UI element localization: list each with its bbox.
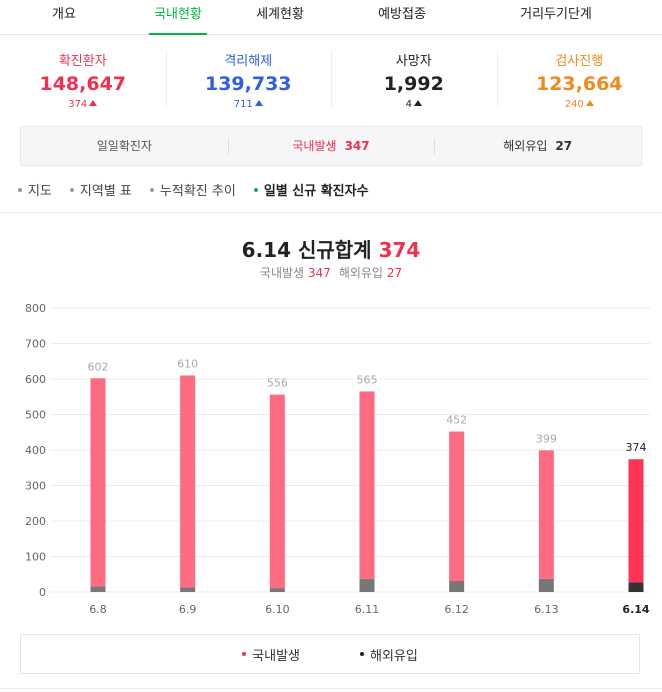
stat-value: 1,992	[383, 73, 444, 95]
bar-domestic	[359, 391, 375, 579]
daily-domestic-label: 국내발생	[292, 139, 337, 153]
bullet-icon	[149, 187, 154, 192]
bottom-divider	[0, 688, 662, 689]
bar-overseas	[180, 587, 196, 592]
bar-overseas	[628, 582, 644, 592]
daily-cases-bar-chart: 0 100 200 300 400 500 600 700 800 602 6.8 610 6.9 556…	[25, 302, 650, 616]
stat-value: 148,647	[39, 73, 127, 95]
chart-subtitle: 국내발생 347 해외유입 27	[259, 266, 403, 280]
subnav-map[interactable]: 지도	[18, 180, 52, 199]
y-tick-label: 800	[25, 302, 46, 315]
bar-overseas	[449, 580, 465, 592]
chart-legend: 국내발생 해외유입	[20, 634, 640, 674]
bar-total-label: 452	[446, 414, 467, 427]
y-tick-label: 200	[25, 515, 46, 528]
stat-change: 374	[0, 99, 166, 110]
y-tick-label: 500	[25, 409, 46, 422]
x-tick-label: 6.10	[265, 603, 290, 616]
tab-vaccination[interactable]: 예방접종	[378, 7, 426, 22]
bar-overseas	[269, 588, 285, 592]
legend-dot-icon	[242, 652, 247, 656]
x-tick-label: 6.12	[444, 603, 469, 616]
bar-domestic	[538, 450, 554, 579]
bullet-icon	[69, 187, 74, 192]
daily-domestic: 국내발생 347	[227, 127, 435, 165]
y-tick-label: 0	[39, 586, 46, 599]
x-tick-label: 6.14	[622, 603, 649, 616]
x-tick-label: 6.11	[355, 603, 380, 616]
y-tick-label: 300	[25, 480, 46, 493]
daily-overseas-label: 해외유입	[503, 139, 548, 153]
chart-title: 6.14 신규합계 374	[241, 238, 421, 262]
stat-change: 4	[331, 99, 497, 110]
stat-confirmed: 확진환자 148,647 374	[0, 44, 166, 118]
tab-world[interactable]: 세계현황	[256, 7, 304, 22]
daily-overseas-value: 27	[555, 139, 573, 153]
up-arrow-icon	[89, 100, 98, 106]
top-tabs: 개요 국내현황 세계현황 예방접종 거리두기단계	[0, 0, 662, 35]
daily-domestic-value: 347	[344, 139, 370, 153]
stat-change: 240	[497, 99, 662, 110]
up-arrow-icon	[413, 100, 422, 106]
tab-overview[interactable]: 개요	[52, 7, 76, 22]
stat-value: 123,664	[535, 73, 623, 95]
bar-overseas	[90, 586, 106, 592]
stat-label: 격리해제	[224, 54, 273, 69]
bar-overseas	[359, 578, 375, 592]
legend-overseas: 해외유입	[360, 645, 418, 664]
bullet-icon	[18, 187, 22, 192]
stat-label: 확진환자	[58, 54, 107, 69]
legend-dot-icon	[360, 652, 364, 656]
subnav-daily-new[interactable]: 일별 신규 확진자수	[253, 180, 369, 199]
bar-domestic	[628, 459, 644, 583]
y-tick-label: 400	[25, 444, 46, 457]
daily-confirmed-box: 일일확진자 국내발생 347 해외유입 27	[20, 126, 642, 166]
chart-subnav: 지도 지역별 표 누적확진 추이 일별 신규 확진자수	[18, 180, 387, 199]
bar-domestic	[180, 375, 196, 588]
tab-domestic[interactable]: 국내현황	[149, 0, 207, 35]
bar-domestic	[449, 431, 465, 581]
x-tick-label: 6.13	[534, 603, 559, 616]
x-tick-label: 6.8	[89, 603, 107, 616]
bar-overseas	[538, 578, 554, 592]
bar-total-label: 610	[177, 357, 198, 370]
daily-total-label: 일일확진자	[96, 139, 152, 153]
y-tick-label: 100	[25, 551, 46, 564]
y-tick-label: 700	[25, 338, 46, 351]
y-tick-label: 600	[25, 373, 46, 386]
bar-total-label: 399	[536, 432, 557, 445]
stat-label: 검사진행	[555, 54, 604, 69]
stat-testing: 검사진행 123,664 240	[496, 44, 662, 118]
x-tick-label: 6.9	[179, 603, 197, 616]
tab-distancing[interactable]: 거리두기단계	[520, 7, 592, 22]
bar-domestic	[269, 394, 285, 589]
stat-released: 격리해제 139,733 711	[165, 44, 332, 118]
subnav-region-table[interactable]: 지역별 표	[69, 180, 132, 199]
up-arrow-icon	[585, 100, 594, 106]
chart-total: 374	[378, 238, 421, 262]
bar-domestic	[90, 378, 106, 587]
bar-total-label: 565	[357, 373, 378, 386]
bar-total-label: 374	[626, 441, 647, 454]
stat-value: 139,733	[204, 73, 292, 95]
bullet-icon	[253, 187, 258, 192]
stat-deaths: 사망자 1,992 4	[331, 44, 497, 118]
stat-label: 사망자	[395, 54, 432, 69]
bar-total-label: 602	[88, 360, 109, 373]
section-divider	[0, 212, 662, 213]
bar-total-label: 556	[267, 377, 288, 390]
stat-change: 711	[166, 99, 332, 110]
stats-summary: 확진환자 148,647 374 격리해제 139,733 711 사망자 1,…	[0, 44, 662, 118]
subnav-cumulative[interactable]: 누적확진 추이	[149, 180, 236, 199]
daily-overseas: 해외유입 27	[434, 127, 641, 165]
up-arrow-icon	[254, 100, 263, 106]
legend-domestic: 국내발생	[242, 645, 300, 664]
